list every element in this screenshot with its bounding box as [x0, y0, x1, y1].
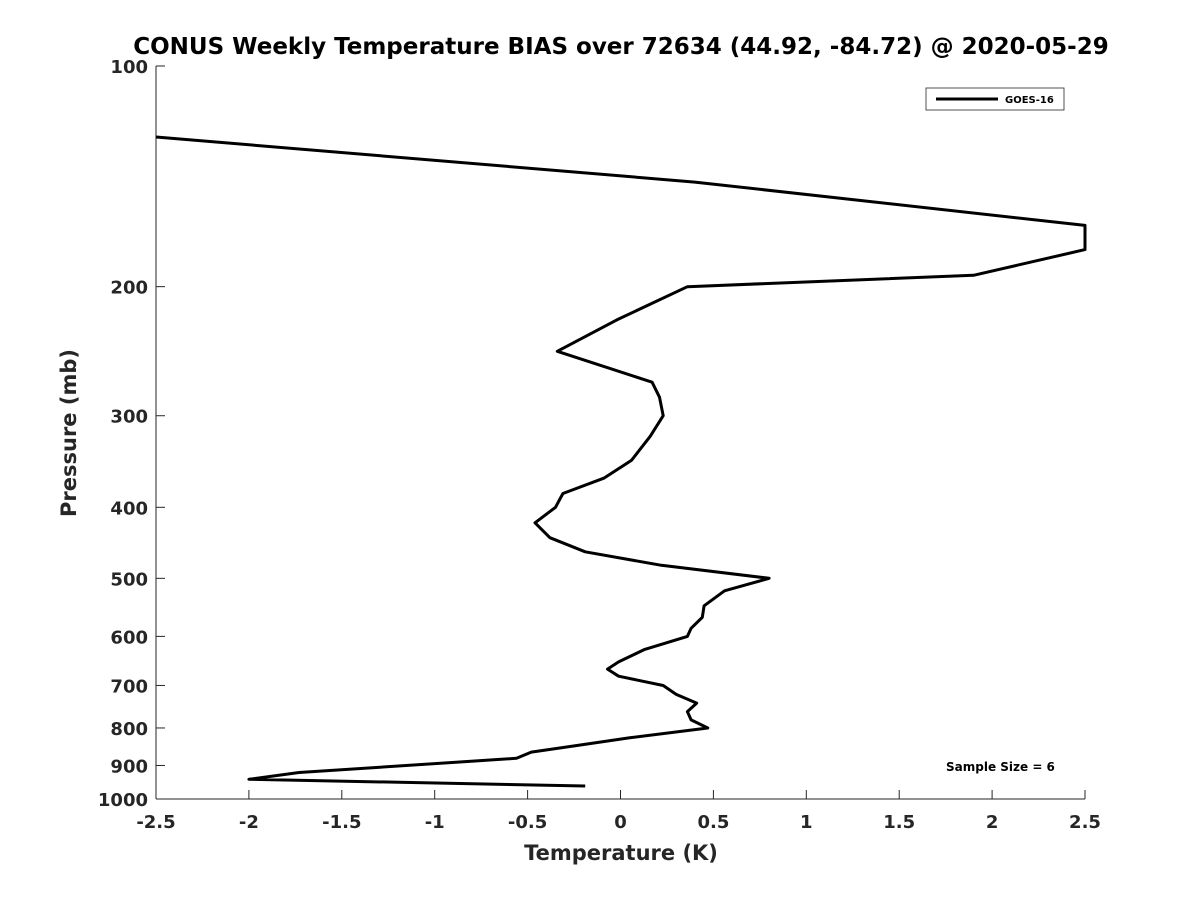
- y-tick-label: 900: [110, 756, 148, 777]
- x-tick-label: 1: [800, 812, 813, 833]
- legend-label: GOES-16: [1005, 95, 1054, 106]
- x-tick-label: -0.5: [508, 812, 547, 833]
- x-tick-label: -1: [425, 812, 445, 833]
- y-tick-label: 500: [110, 569, 148, 590]
- y-tick-label: 1000: [98, 790, 148, 811]
- legend: GOES-16: [925, 87, 1065, 111]
- y-tick-label: 600: [110, 627, 148, 648]
- y-tick-label: 800: [110, 719, 148, 740]
- y-tick-label: 300: [110, 407, 148, 428]
- x-tick-label: -2: [239, 812, 259, 833]
- x-tick-label: 1.5: [883, 812, 915, 833]
- series-line-goes-16: [155, 135, 1087, 788]
- y-tick-label: 700: [110, 676, 148, 697]
- x-tick-label: -2.5: [136, 812, 175, 833]
- y-tick-label: 400: [110, 498, 148, 519]
- y-tick-label: 100: [110, 57, 148, 78]
- sample-size-annotation: Sample Size = 6: [946, 760, 1055, 774]
- x-tick-label: -1.5: [322, 812, 361, 833]
- chart-title: CONUS Weekly Temperature BIAS over 72634…: [133, 34, 1108, 60]
- x-tick-label: 2: [986, 812, 999, 833]
- y-tick-label: 200: [110, 278, 148, 299]
- x-axis-label: Temperature (K): [524, 841, 718, 865]
- plot-axes: -2.5 -2 -1.5 -1 -0.5 0 0.5 1 1.5 2 2.5 100 200 300 400…: [98, 57, 1101, 833]
- x-tick-label: 0: [614, 812, 627, 833]
- x-tick-label: 0.5: [697, 812, 729, 833]
- y-axis-label: Pressure (mb): [57, 349, 81, 517]
- series-layer: [155, 135, 1087, 788]
- x-tick-label: 2.5: [1069, 812, 1101, 833]
